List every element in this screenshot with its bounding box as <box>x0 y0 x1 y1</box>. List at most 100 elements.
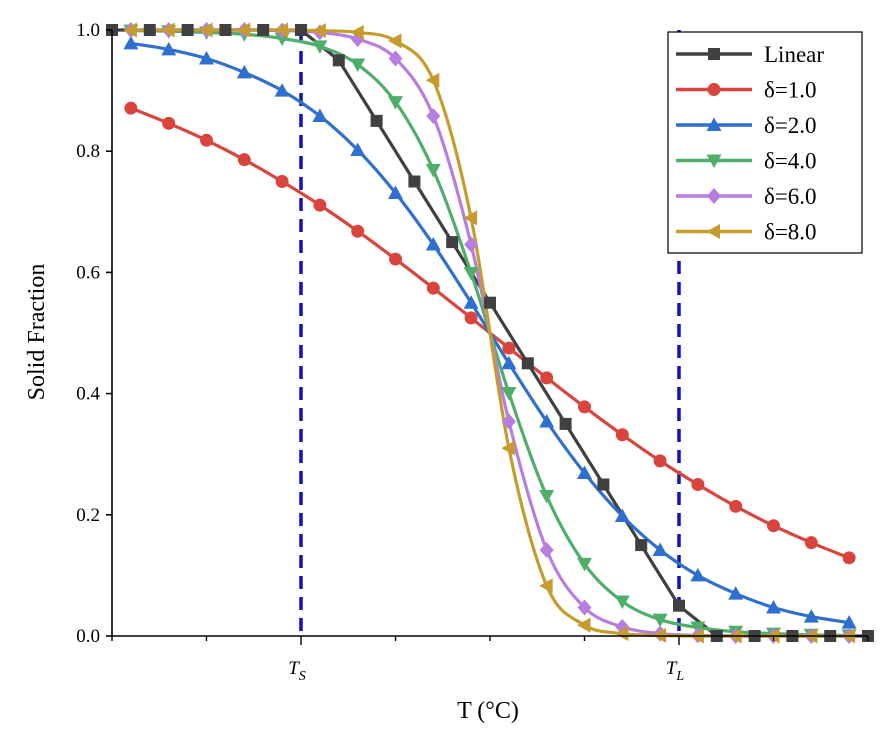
legend-label-2: δ=2.0 <box>764 113 817 138</box>
data-point-s2-4 <box>274 83 290 97</box>
y-tick-label-3: 0.6 <box>76 262 100 283</box>
data-point-s2-19 <box>841 615 857 629</box>
data-point-s0-12 <box>559 417 572 430</box>
legend-marker-0 <box>708 48 720 60</box>
data-point-s3-7 <box>388 96 403 110</box>
data-point-s2-9 <box>463 295 479 309</box>
y-axis-title: Solid Fraction <box>24 264 50 401</box>
legend-label-5: δ=8.0 <box>764 220 817 245</box>
data-point-s2-10 <box>501 355 517 370</box>
legend-label-0: Linear <box>764 42 824 67</box>
data-point-s1-15 <box>691 478 705 491</box>
y-tick-label-0: 0.0 <box>76 626 100 647</box>
data-point-s1-2 <box>200 133 213 147</box>
legend-marker-1 <box>707 83 721 96</box>
legend-marker-3 <box>706 154 722 168</box>
data-point-s1-7 <box>389 252 402 266</box>
data-point-s2-8 <box>425 237 441 251</box>
data-point-s3-5 <box>312 40 328 54</box>
data-point-s2-15 <box>690 567 706 582</box>
data-point-s1-5 <box>313 198 327 212</box>
data-point-s2-6 <box>350 142 366 156</box>
data-point-s0-9 <box>446 236 459 249</box>
data-point-s0-5 <box>295 24 307 36</box>
data-point-s5-4 <box>274 22 289 38</box>
data-point-s0-1 <box>143 24 156 36</box>
data-point-s1-0 <box>124 101 138 115</box>
data-point-s1-4 <box>275 175 289 188</box>
data-point-s0-11 <box>521 357 534 370</box>
data-point-s3-14 <box>652 613 668 628</box>
data-point-s5-12 <box>577 617 591 633</box>
data-point-s1-18 <box>804 536 818 550</box>
legend-marker-5 <box>706 224 720 239</box>
data-point-s4-7 <box>388 50 403 67</box>
data-point-s0-6 <box>332 54 345 67</box>
data-point-s0-10 <box>484 296 496 309</box>
series-markers <box>106 22 874 644</box>
data-point-s1-17 <box>767 519 780 533</box>
data-point-s5-3 <box>236 22 251 38</box>
data-point-s4-12 <box>577 599 592 616</box>
data-point-s1-6 <box>351 224 365 238</box>
legend-label-4: δ=6.0 <box>764 184 817 209</box>
data-point-s2-17 <box>766 600 781 614</box>
data-point-s2-16 <box>728 586 744 600</box>
data-point-s2-13 <box>614 508 630 523</box>
data-point-s0-13 <box>597 478 610 491</box>
data-point-s3-13 <box>614 595 630 609</box>
data-point-s1-1 <box>162 116 176 130</box>
y-tick-label-5: 1.0 <box>76 20 100 41</box>
legend-marker-2 <box>706 117 722 131</box>
data-point-s5-0 <box>123 22 137 38</box>
data-point-s4-9 <box>464 236 479 253</box>
data-point-s0-4 <box>257 24 270 36</box>
data-point-s1-10 <box>502 341 516 355</box>
data-point-s5-1 <box>161 22 175 38</box>
data-point-s0-2 <box>181 24 194 36</box>
data-point-s3-11 <box>539 490 555 504</box>
data-point-s2-3 <box>236 64 252 79</box>
data-point-s2-14 <box>652 542 668 556</box>
data-point-s5-6 <box>350 24 364 40</box>
data-point-s2-7 <box>388 185 403 200</box>
y-tick-label-4: 0.8 <box>76 141 100 162</box>
data-point-s1-12 <box>578 400 591 414</box>
data-point-s4-11 <box>539 541 554 558</box>
data-point-s2-11 <box>539 413 555 428</box>
legend-box <box>667 31 863 254</box>
data-point-s5-13 <box>614 626 629 642</box>
data-point-s1-14 <box>653 454 667 468</box>
data-point-s5-8 <box>425 72 440 88</box>
legend-label-3: δ=4.0 <box>764 149 817 174</box>
data-point-s1-8 <box>426 281 440 295</box>
data-point-s2-2 <box>199 50 214 65</box>
data-point-s2-1 <box>161 41 177 56</box>
data-point-s0-8 <box>408 175 421 188</box>
data-point-s4-8 <box>426 108 441 125</box>
axis-ticks: 0.0 0.2 0.4 0.6 0.8 1.0 TS TL <box>76 20 869 684</box>
data-point-s3-10 <box>501 386 517 401</box>
data-point-s3-12 <box>577 557 592 572</box>
data-point-s5-7 <box>388 33 402 49</box>
data-point-s2-12 <box>577 465 592 479</box>
x-tick-label-l: TL <box>666 658 685 684</box>
data-point-s5-5 <box>312 23 326 39</box>
data-point-s0-3 <box>219 24 232 36</box>
data-point-s5-2 <box>199 22 213 38</box>
reference-lines <box>299 30 681 636</box>
data-point-s0-7 <box>370 114 383 127</box>
legend-marker-4 <box>707 188 721 204</box>
data-point-s3-6 <box>350 58 366 73</box>
data-point-s1-9 <box>464 311 478 325</box>
data-point-s3-9 <box>463 267 479 281</box>
data-point-s2-0 <box>123 35 139 50</box>
x-axis-title: T (°C) <box>457 698 519 724</box>
data-point-s1-13 <box>615 428 629 442</box>
data-point-s1-19 <box>842 551 856 565</box>
data-point-s5-11 <box>539 578 553 594</box>
data-point-s0-15 <box>673 599 685 612</box>
data-point-s2-18 <box>803 609 819 623</box>
data-point-s1-11 <box>540 371 554 385</box>
